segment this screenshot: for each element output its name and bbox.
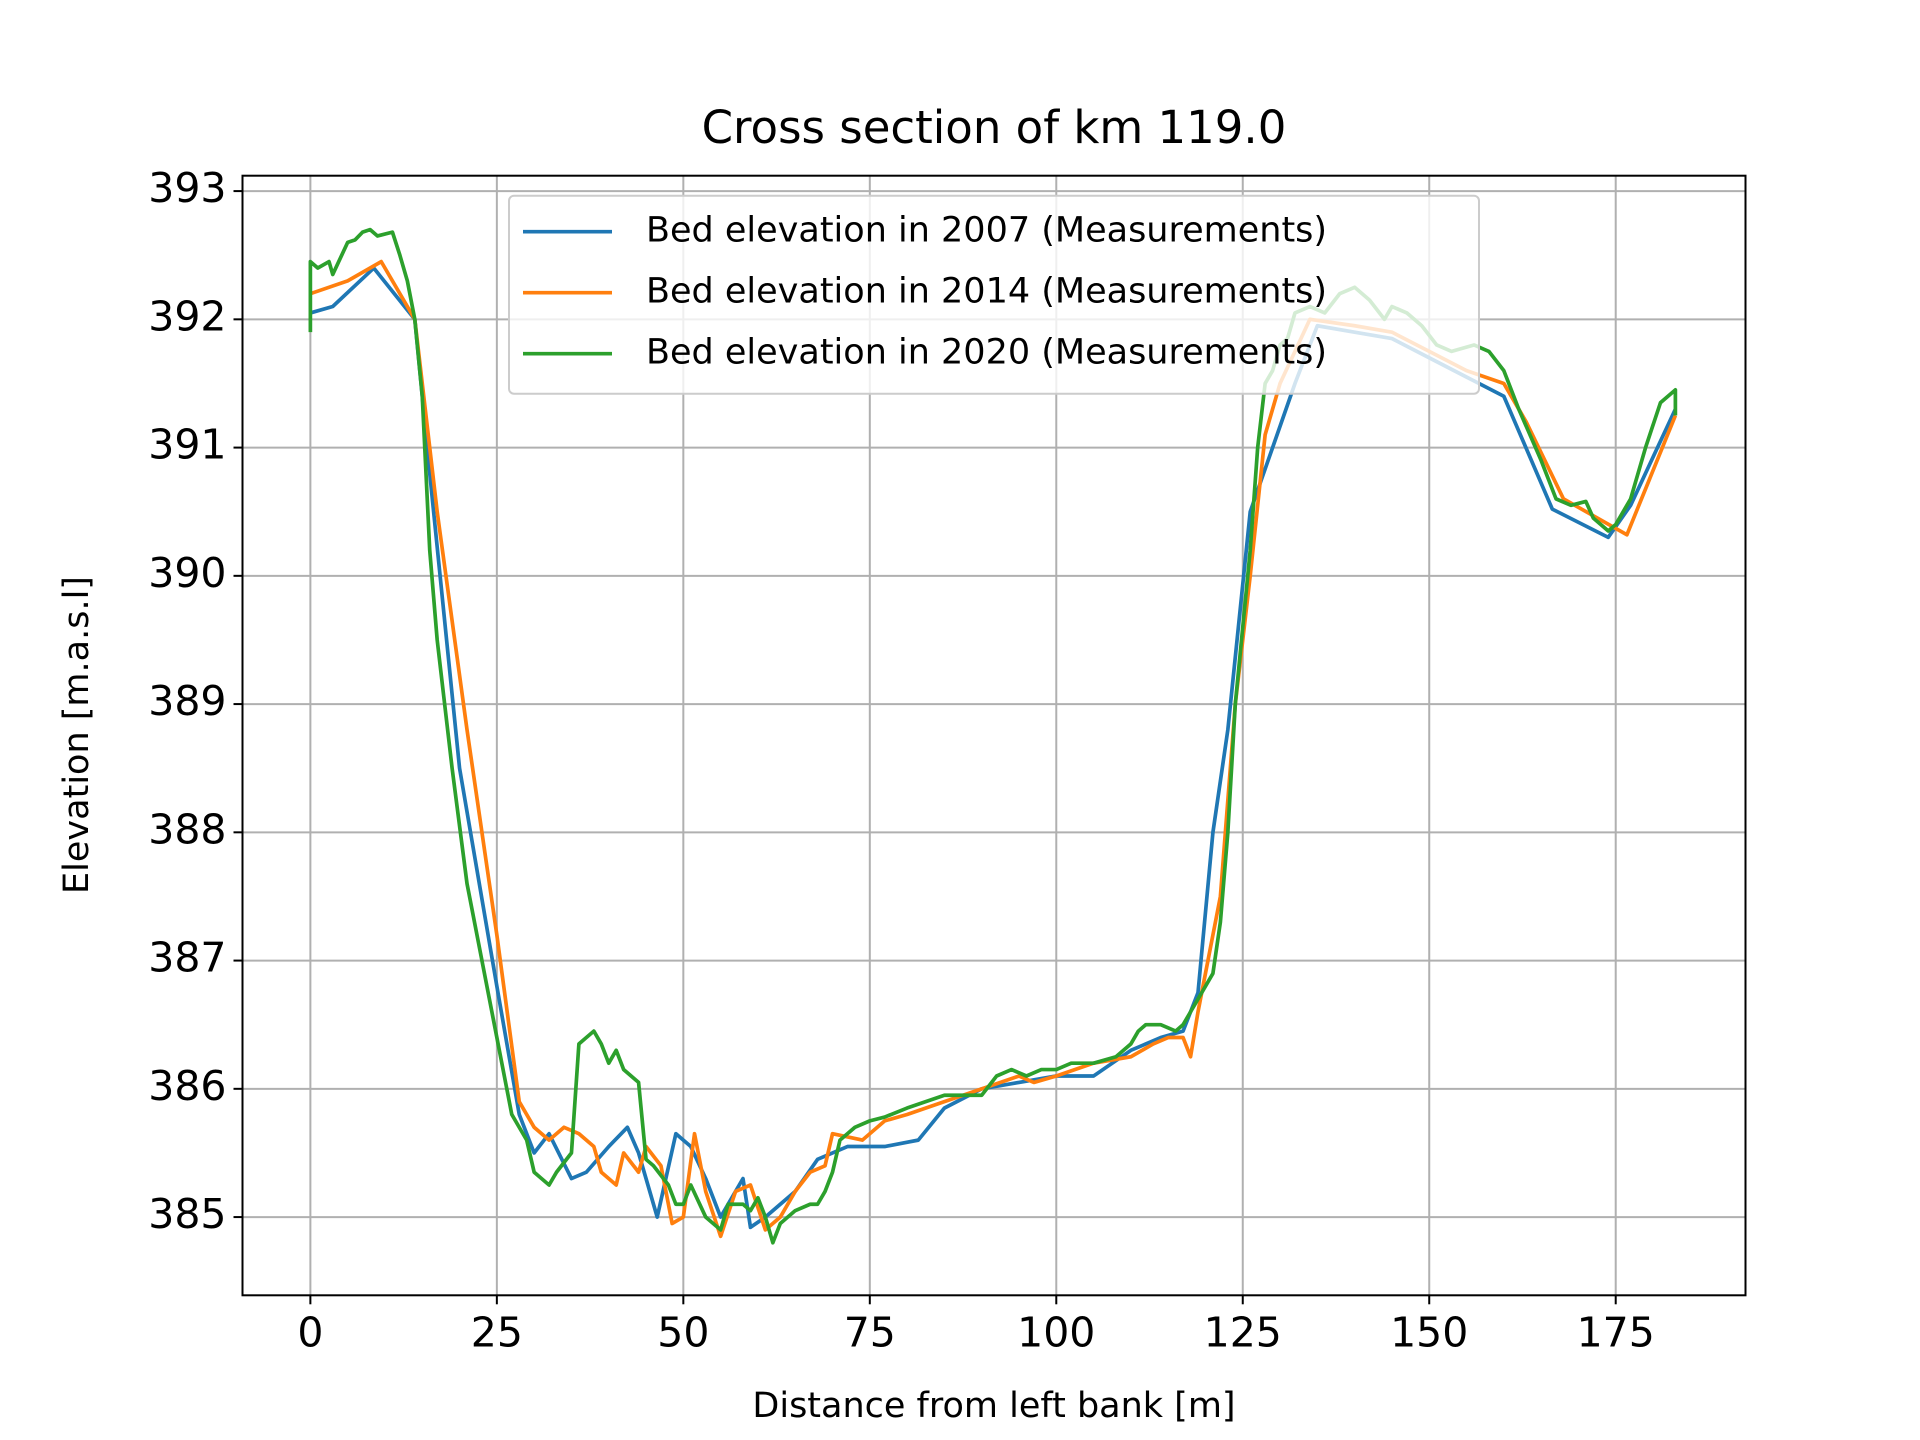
legend-box [508, 194, 1480, 395]
x-axis-label: Distance from left bank [m] [752, 1386, 1235, 1426]
x-tick-label: 125 [1204, 1308, 1282, 1356]
x-tick-label: 150 [1390, 1308, 1468, 1356]
y-tick-label: 391 [148, 421, 226, 469]
x-tick-label: 175 [1577, 1308, 1655, 1356]
y-tick-label: 389 [148, 677, 226, 725]
legend-label: Bed elevation in 2007 (Measurements) [646, 211, 1327, 251]
y-tick-label: 387 [148, 934, 226, 982]
y-tick-label: 388 [148, 805, 226, 853]
y-tick-label: 385 [148, 1190, 226, 1238]
y-axis-label: Elevation [m.a.s.l] [57, 576, 97, 894]
x-tick-label: 75 [844, 1308, 896, 1356]
legend-label: Bed elevation in 2014 (Measurements) [646, 272, 1327, 312]
y-tick-label: 392 [148, 292, 226, 340]
x-tick-label: 100 [1017, 1308, 1095, 1356]
chart-title: Cross section of km 119.0 [702, 101, 1287, 154]
plot-frame [241, 174, 1747, 1297]
y-tick-label: 393 [148, 164, 226, 212]
x-tick-label: 25 [471, 1308, 523, 1356]
x-tick-label: 50 [657, 1308, 709, 1356]
y-tick-label: 386 [148, 1062, 226, 1110]
legend-label: Bed elevation in 2020 (Measurements) [646, 333, 1327, 373]
y-tick-label: 390 [148, 549, 226, 597]
x-tick-label: 0 [297, 1308, 323, 1356]
